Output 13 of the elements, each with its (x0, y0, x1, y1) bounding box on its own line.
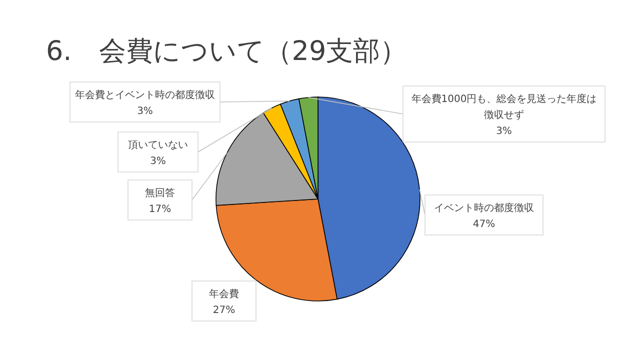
slice-label: 無回答 (145, 187, 175, 199)
data-label: 17% (148, 204, 172, 215)
data-label: 3% (137, 106, 153, 117)
slice-label: イベント時の都度徴収 (434, 202, 534, 214)
data-label: 27% (212, 305, 236, 316)
slice-label: 年会費とイベント時の都度徴収 (75, 89, 215, 101)
slice-label: 年会費1000円も、総会を見送った年度は徴収せず (411, 93, 597, 121)
data-label: 47% (472, 219, 496, 230)
slice-label: 年会費 (209, 288, 239, 300)
slice-label: 頂いていない (128, 140, 188, 151)
data-label: 3% (496, 126, 512, 137)
data-label: 3% (150, 156, 166, 167)
chart-title: 6. 会費について（29支部） (46, 36, 408, 67)
